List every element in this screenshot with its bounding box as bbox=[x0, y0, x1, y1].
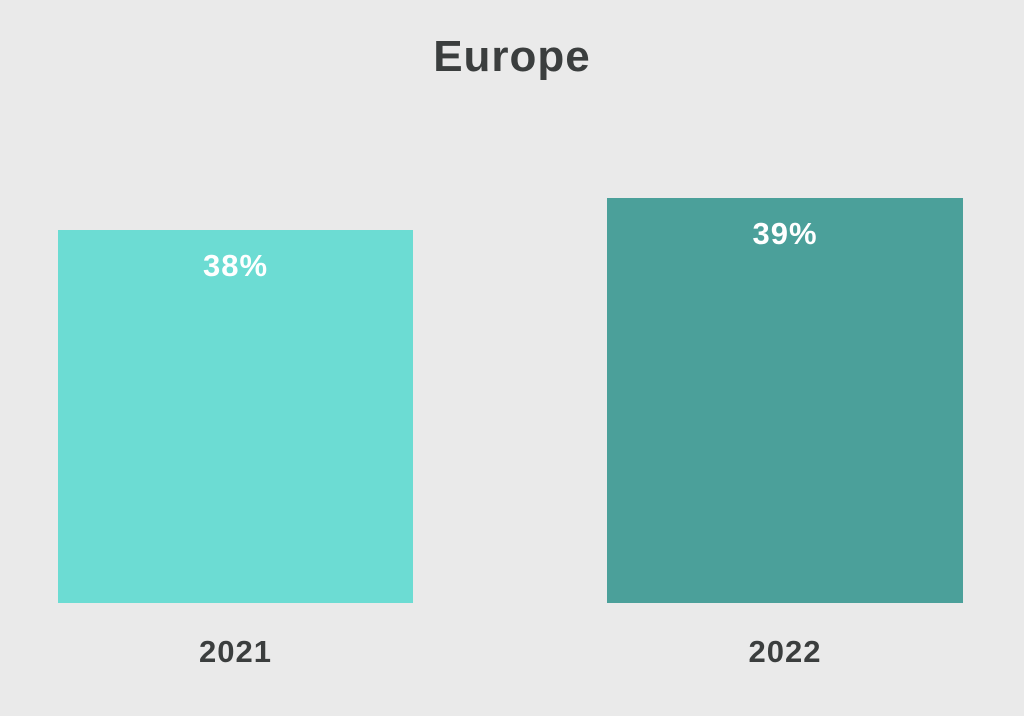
bar-2022: 39% bbox=[607, 198, 963, 603]
x-axis-label-2022: 2022 bbox=[748, 634, 822, 669]
chart-title: Europe bbox=[433, 32, 591, 81]
x-axis-label-2021: 2021 bbox=[199, 634, 272, 669]
bar-value-label: 38% bbox=[202, 248, 269, 283]
bar-2021: 38% bbox=[58, 230, 413, 603]
bar-value-label: 39% bbox=[752, 216, 818, 251]
